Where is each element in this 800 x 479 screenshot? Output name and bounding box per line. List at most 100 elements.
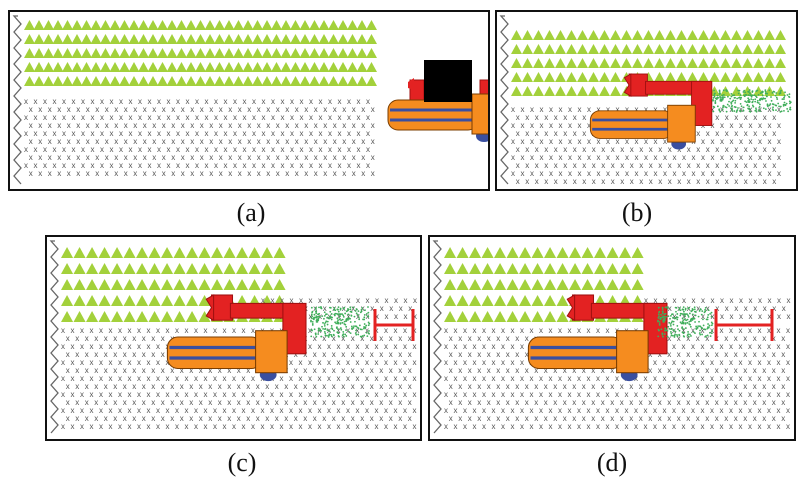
- grain-dot: [344, 312, 347, 315]
- x-stubble-icon: x: [444, 358, 448, 367]
- x-stubble-icon: x: [596, 326, 600, 335]
- triangle-crop-icon: [469, 279, 482, 290]
- grain-dot: [355, 333, 358, 336]
- x-stubble-icon: x: [511, 422, 515, 431]
- triangle-crop-icon: [764, 72, 775, 82]
- x-stubble-icon: x: [677, 350, 681, 359]
- x-stubble-icon: x: [208, 414, 212, 423]
- x-stubble-icon: x: [34, 113, 38, 122]
- x-stubble-icon: x: [237, 414, 241, 423]
- x-stubble-icon: x: [710, 342, 714, 351]
- x-stubble-icon: x: [706, 145, 710, 154]
- x-stubble-icon: x: [104, 414, 108, 423]
- x-stubble-icon: x: [66, 350, 70, 359]
- x-stubble-icon: x: [256, 382, 260, 391]
- x-stubble-icon: x: [644, 105, 648, 114]
- x-stubble-icon: x: [257, 121, 261, 130]
- x-stubble-icon: x: [337, 358, 341, 367]
- x-stubble-icon: x: [43, 113, 47, 122]
- x-stubble-icon: x: [86, 169, 90, 178]
- x-stubble-icon: x: [280, 406, 284, 415]
- grain-dot: [330, 327, 333, 330]
- header-teeth: [566, 294, 576, 322]
- triangle-crop-icon: [123, 247, 136, 258]
- grain-dot: [694, 332, 696, 334]
- x-stubble-icon: x: [113, 398, 117, 407]
- x-stubble-icon: x: [573, 113, 577, 122]
- triangle-crop-icon: [665, 44, 676, 54]
- grain-dot: [694, 321, 696, 323]
- x-stubble-icon: x: [620, 398, 624, 407]
- triangle-crop-icon: [654, 44, 665, 54]
- trailer-bar-icon: [373, 309, 415, 341]
- x-stubble-icon: x: [563, 161, 567, 170]
- x-stubble-icon: x: [118, 406, 122, 415]
- x-stubble-icon: x: [227, 382, 231, 391]
- grain-dot: [747, 101, 750, 103]
- x-stubble-icon: x: [151, 350, 155, 359]
- x-stubble-icon: x: [682, 342, 686, 351]
- x-stubble-icon: x: [360, 334, 364, 343]
- x-stubble-icon: x: [186, 129, 190, 138]
- triangle-crop-icon: [252, 48, 263, 58]
- x-stubble-icon: x: [582, 366, 586, 375]
- grain-dot: [676, 335, 679, 338]
- triangle-crop-icon: [271, 34, 282, 44]
- triangle-crop-icon: [111, 263, 124, 274]
- x-stubble-icon: x: [100, 97, 104, 106]
- x-stubble-icon: x: [768, 121, 772, 130]
- triangle-crop-icon: [531, 263, 544, 274]
- x-stubble-icon: x: [511, 406, 515, 415]
- grain-dot: [748, 105, 751, 108]
- x-stubble-icon: x: [48, 153, 52, 162]
- x-stubble-icon: x: [458, 334, 462, 343]
- x-stubble-icon: x: [166, 406, 170, 415]
- x-stubble-icon: x: [219, 153, 223, 162]
- x-stubble-icon: x: [224, 97, 228, 106]
- x-stubble-icon: x: [94, 414, 98, 423]
- x-stubble-icon: x: [256, 414, 260, 423]
- grain-dot: [773, 90, 776, 93]
- grain-dot: [339, 315, 341, 318]
- x-stubble-icon: x: [563, 398, 567, 407]
- grain-dot: [321, 325, 323, 328]
- combine-harvester-icon: [166, 294, 307, 382]
- triangle-crop-icon: [698, 58, 709, 68]
- grain-dot: [657, 319, 659, 322]
- grain-dot: [689, 323, 691, 326]
- x-stubble-icon: x: [365, 422, 369, 431]
- x-stubble-icon: x: [303, 366, 307, 375]
- triangle-crop-icon: [337, 34, 349, 44]
- grain-dot: [694, 314, 697, 317]
- x-stubble-icon: x: [300, 129, 304, 138]
- triangle-crop-icon: [665, 58, 676, 68]
- x-stubble-icon: x: [534, 382, 538, 391]
- x-stubble-icon: x: [384, 374, 388, 383]
- x-stubble-icon: x: [394, 326, 398, 335]
- triangle-crop-icon: [166, 62, 178, 72]
- triangle-crop-icon: [556, 295, 569, 306]
- triangle-crop-icon: [223, 34, 235, 44]
- x-stubble-icon: x: [105, 153, 109, 162]
- grain-dot: [352, 306, 355, 309]
- x-stubble-icon: x: [663, 169, 667, 178]
- grain-dot: [349, 308, 352, 311]
- x-stubble-icon: x: [767, 422, 771, 431]
- grain-dot: [751, 91, 754, 93]
- x-stubble-icon: x: [768, 153, 772, 162]
- x-stubble-icon: x: [734, 414, 738, 423]
- triangle-crop-icon: [62, 48, 73, 58]
- grain-dot: [675, 310, 677, 313]
- grain-dot: [664, 312, 667, 315]
- x-stubble-icon: x: [356, 358, 360, 367]
- x-stubble-icon: x: [710, 374, 714, 383]
- triangle-crop-icon: [309, 62, 320, 72]
- x-stubble-icon: x: [285, 121, 289, 130]
- x-stubble-icon: x: [573, 145, 577, 154]
- x-stubble-icon: x: [530, 390, 534, 399]
- x-stubble-icon: x: [189, 366, 193, 375]
- triangle-crop-icon: [123, 279, 136, 290]
- x-stubble-icon: x: [99, 326, 103, 335]
- x-stubble-icon: x: [67, 169, 71, 178]
- x-stubble-icon: x: [176, 97, 180, 106]
